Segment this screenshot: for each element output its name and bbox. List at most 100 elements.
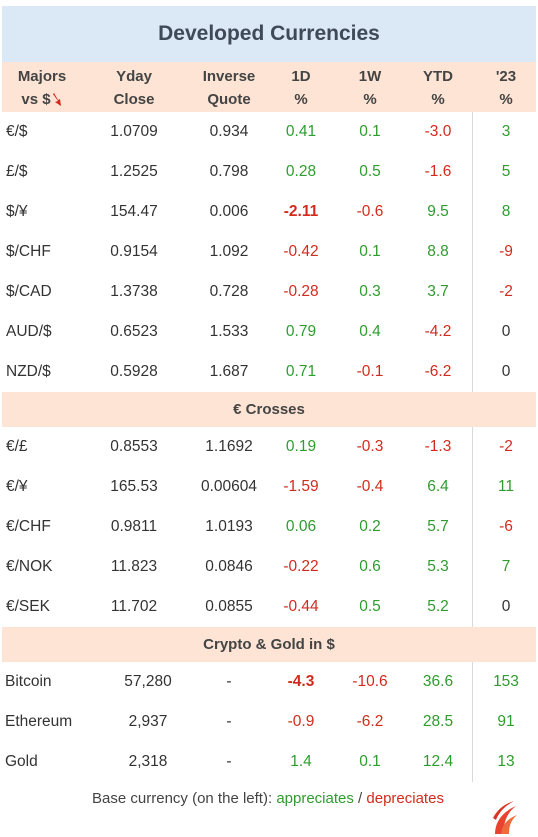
cell-ytd: 8.8 (427, 243, 449, 260)
table-row: AUD/$ 0.6523 1.533 0.79 0.4 -4.2 0 (2, 312, 536, 352)
cell-y23: 8 (501, 203, 511, 220)
table-row: $/¥ 154.47 0.006 -2.11 -0.6 9.5 8 (2, 192, 536, 232)
legend-depreciates: depreciates (366, 790, 444, 807)
header-1w: 1W% (358, 68, 382, 108)
footer-legend: Base currency (on the left): appreciates… (0, 790, 538, 807)
cell-d1: -2.11 (283, 203, 319, 220)
header-ytd: YTD% (423, 68, 453, 108)
cell-w1: 0.5 (359, 163, 381, 180)
cell-d1: -0.22 (283, 558, 319, 575)
cell-inv: 1.092 (209, 243, 249, 260)
table-row: €/£ 0.8553 1.1692 0.19 -0.3 -1.3 -2 (2, 427, 536, 467)
cell-d1: -1.59 (283, 478, 319, 495)
cell-ytd: 5.3 (427, 558, 449, 575)
cell-name: €/SEK (6, 598, 50, 615)
cell-inv: 1.687 (209, 363, 249, 380)
cell-name: $/¥ (6, 203, 28, 220)
table-row: €/¥ 165.53 0.00604 -1.59 -0.4 6.4 11 (2, 467, 536, 507)
cell-close: 11.702 (110, 598, 158, 615)
cell-y23: 0 (501, 323, 511, 340)
cell-inv: 1.1692 (205, 438, 253, 455)
cell-inv: - (226, 753, 232, 770)
cell-close: 2,318 (128, 753, 168, 770)
table-row: €/CHF 0.9811 1.0193 0.06 0.2 5.7 -6 (2, 507, 536, 547)
cell-inv: 0.728 (209, 283, 249, 300)
table-row: €/SEK 11.702 0.0855 -0.44 0.5 5.2 0 (2, 587, 536, 627)
table-row: NZD/$ 0.5928 1.687 0.71 -0.1 -6.2 0 (2, 352, 536, 392)
cell-ytd: -4.2 (424, 323, 452, 340)
table-row: $/CAD 1.3738 0.728 -0.28 0.3 3.7 -2 (2, 272, 536, 312)
cell-name: Ethereum (5, 713, 73, 730)
cell-ytd: 5.7 (427, 518, 449, 535)
cell-w1: 0.1 (359, 753, 381, 770)
cell-w1: 0.6 (359, 558, 381, 575)
cell-ytd: -3.0 (424, 123, 452, 140)
cell-ytd: 36.6 (422, 673, 454, 690)
cell-close: 1.3738 (110, 283, 158, 300)
cell-close: 0.6523 (110, 323, 158, 340)
cell-inv: 1.0193 (205, 518, 253, 535)
cell-d1: -0.9 (287, 713, 315, 730)
table-row: Ethereum 2,937 - -0.9 -6.2 28.5 91 (2, 702, 536, 742)
cell-y23: 13 (497, 753, 515, 770)
legend-appreciates: appreciates (276, 790, 354, 807)
table-row: $/CHF 0.9154 1.092 -0.42 0.1 8.8 -9 (2, 232, 536, 272)
cell-close: 165.53 (110, 478, 158, 495)
cell-inv: 0.006 (209, 203, 249, 220)
section-header: Crypto & Gold in $ (2, 627, 536, 662)
cell-d1: 0.71 (285, 363, 317, 380)
header-23: '23% (495, 68, 517, 108)
cell-name: Gold (5, 753, 38, 770)
table-row: Bitcoin 57,280 - -4.3 -10.6 36.6 153 (2, 662, 536, 702)
cell-inv: 0.934 (209, 123, 249, 140)
cell-ytd: -1.6 (424, 163, 452, 180)
cell-close: 0.9154 (110, 243, 158, 260)
cell-y23: -6 (499, 518, 513, 535)
cell-y23: 0 (501, 363, 511, 380)
cell-d1: -0.28 (283, 283, 319, 300)
cell-inv: 0.00604 (200, 478, 258, 495)
cell-d1: 1.4 (290, 753, 312, 770)
cell-name: $/CAD (6, 283, 52, 300)
cell-d1: 0.41 (285, 123, 317, 140)
cell-w1: 0.1 (359, 123, 381, 140)
column-divider (472, 112, 473, 392)
cell-name: €/CHF (6, 518, 51, 535)
cell-inv: 0.798 (209, 163, 249, 180)
cell-w1: 0.1 (359, 243, 381, 260)
cell-y23: -9 (499, 243, 513, 260)
cell-name: £/$ (6, 163, 28, 180)
cell-ytd: -1.3 (424, 438, 452, 455)
cell-name: $/CHF (6, 243, 51, 260)
cell-name: AUD/$ (6, 323, 52, 340)
cell-y23: 5 (501, 163, 511, 180)
cell-d1: 0.06 (285, 518, 317, 535)
column-divider (472, 427, 473, 627)
cell-inv: 1.533 (209, 323, 249, 340)
cell-y23: 3 (501, 123, 511, 140)
cell-close: 2,937 (128, 713, 168, 730)
cell-close: 1.0709 (110, 123, 158, 140)
cell-ytd: 6.4 (427, 478, 449, 495)
cell-close: 57,280 (124, 673, 172, 690)
header-yday-close: Yday Close (113, 68, 155, 108)
cell-y23: 11 (497, 478, 515, 495)
column-divider (472, 662, 473, 782)
cell-w1: -0.1 (356, 363, 384, 380)
cell-inv: - (226, 673, 232, 690)
cell-y23: 0 (501, 598, 511, 615)
footer-prefix: Base currency (on the left): (92, 790, 273, 807)
cell-name: €/$ (6, 123, 28, 140)
column-header-row: Majors vs $ Yday Close Inverse Quote 1D% 1… (2, 62, 536, 112)
cell-y23: 153 (493, 673, 519, 690)
cell-w1: -0.3 (356, 438, 384, 455)
cell-name: NZD/$ (6, 363, 51, 380)
cell-inv: 0.0855 (205, 598, 253, 615)
cell-d1: -0.42 (283, 243, 319, 260)
cell-y23: 7 (501, 558, 511, 575)
cell-name: €/£ (6, 438, 28, 455)
header-1d: 1D% (291, 68, 311, 108)
cell-d1: 0.28 (285, 163, 317, 180)
cell-ytd: 9.5 (427, 203, 449, 220)
header-majors: Majors vs $ (17, 68, 67, 108)
